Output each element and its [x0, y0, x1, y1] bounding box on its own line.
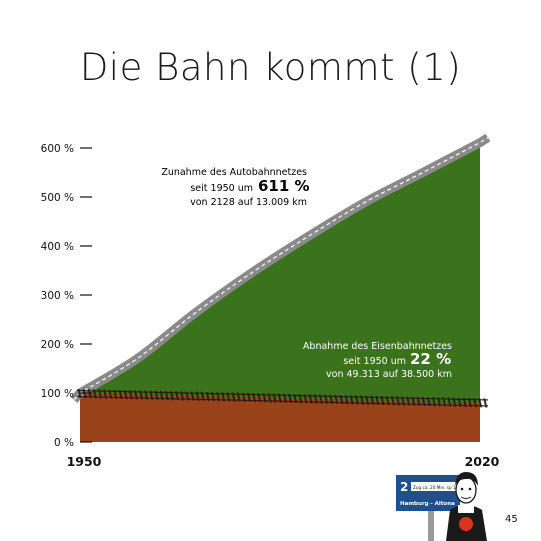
eisenbahn-annotation-line2: seit 1950 um — [343, 356, 406, 367]
eisenbahn-annotation-value: 22 % — [410, 350, 451, 368]
autobahn-annotation-line3: von 2128 auf 13.009 km — [190, 197, 307, 208]
sign-number: 2 — [400, 480, 408, 494]
sign-info-panel — [411, 482, 458, 491]
y-tick-label: 500 % — [41, 192, 74, 204]
autobahn-line-marking — [73, 137, 489, 401]
eisenbahn-annotation-line3: von 49.313 auf 38.500 km — [326, 369, 452, 380]
eisenbahn-annotation: Abnahme des Eisenbahnnetzes seit 1950 um… — [303, 341, 452, 380]
eisenbahn-line-ties — [76, 389, 489, 408]
eisenbahn-line-rail — [76, 395, 489, 407]
page-number: 45 — [505, 514, 518, 525]
x-axis: 1950 2020 — [67, 454, 500, 469]
autobahn-annotation: Zunahme des Autobahnnetzes seit 1950 um … — [161, 167, 309, 208]
y-tick-label: 400 % — [41, 241, 74, 253]
sign-destination: Hamburg - Altona — [400, 501, 455, 507]
y-tick-label: 100 % — [41, 388, 74, 400]
autobahn-annotation-line2: seit 1950 um — [190, 183, 253, 194]
autobahn-area — [80, 142, 480, 443]
sign-post — [428, 503, 434, 541]
sign-board — [396, 475, 460, 511]
eisenbahn-line-rail — [76, 389, 489, 401]
sign-info-text: Zug ca. 20 Min. sp 11:51 — [413, 485, 465, 490]
station-sign: 2 Zug ca. 20 Min. sp 11:51 Hamburg - Alt… — [396, 475, 465, 541]
y-tick-label: 300 % — [41, 290, 74, 302]
chart-areas — [80, 142, 480, 443]
x-tick-label: 1950 — [67, 454, 102, 469]
autobahn-annotation-value: 611 % — [258, 177, 310, 195]
chart-title: Die Bahn kommt (1) — [79, 46, 462, 89]
y-axis: 0 % 100 % 200 % 300 % 400 % 500 % 600 % — [41, 143, 92, 449]
eisenbahn-annotation-line1: Abnahme des Eisenbahnnetzes — [303, 341, 452, 352]
autobahn-annotation-line1: Zunahme des Autobahnnetzes — [161, 167, 307, 178]
chart-lines — [70, 133, 491, 408]
y-tick-label: 200 % — [41, 339, 74, 351]
eisenbahn-area — [80, 393, 480, 442]
x-tick-label: 2020 — [465, 454, 500, 469]
y-tick-label: 0 % — [54, 437, 74, 449]
y-tick-label: 600 % — [41, 143, 74, 155]
person-illustration — [446, 472, 487, 541]
